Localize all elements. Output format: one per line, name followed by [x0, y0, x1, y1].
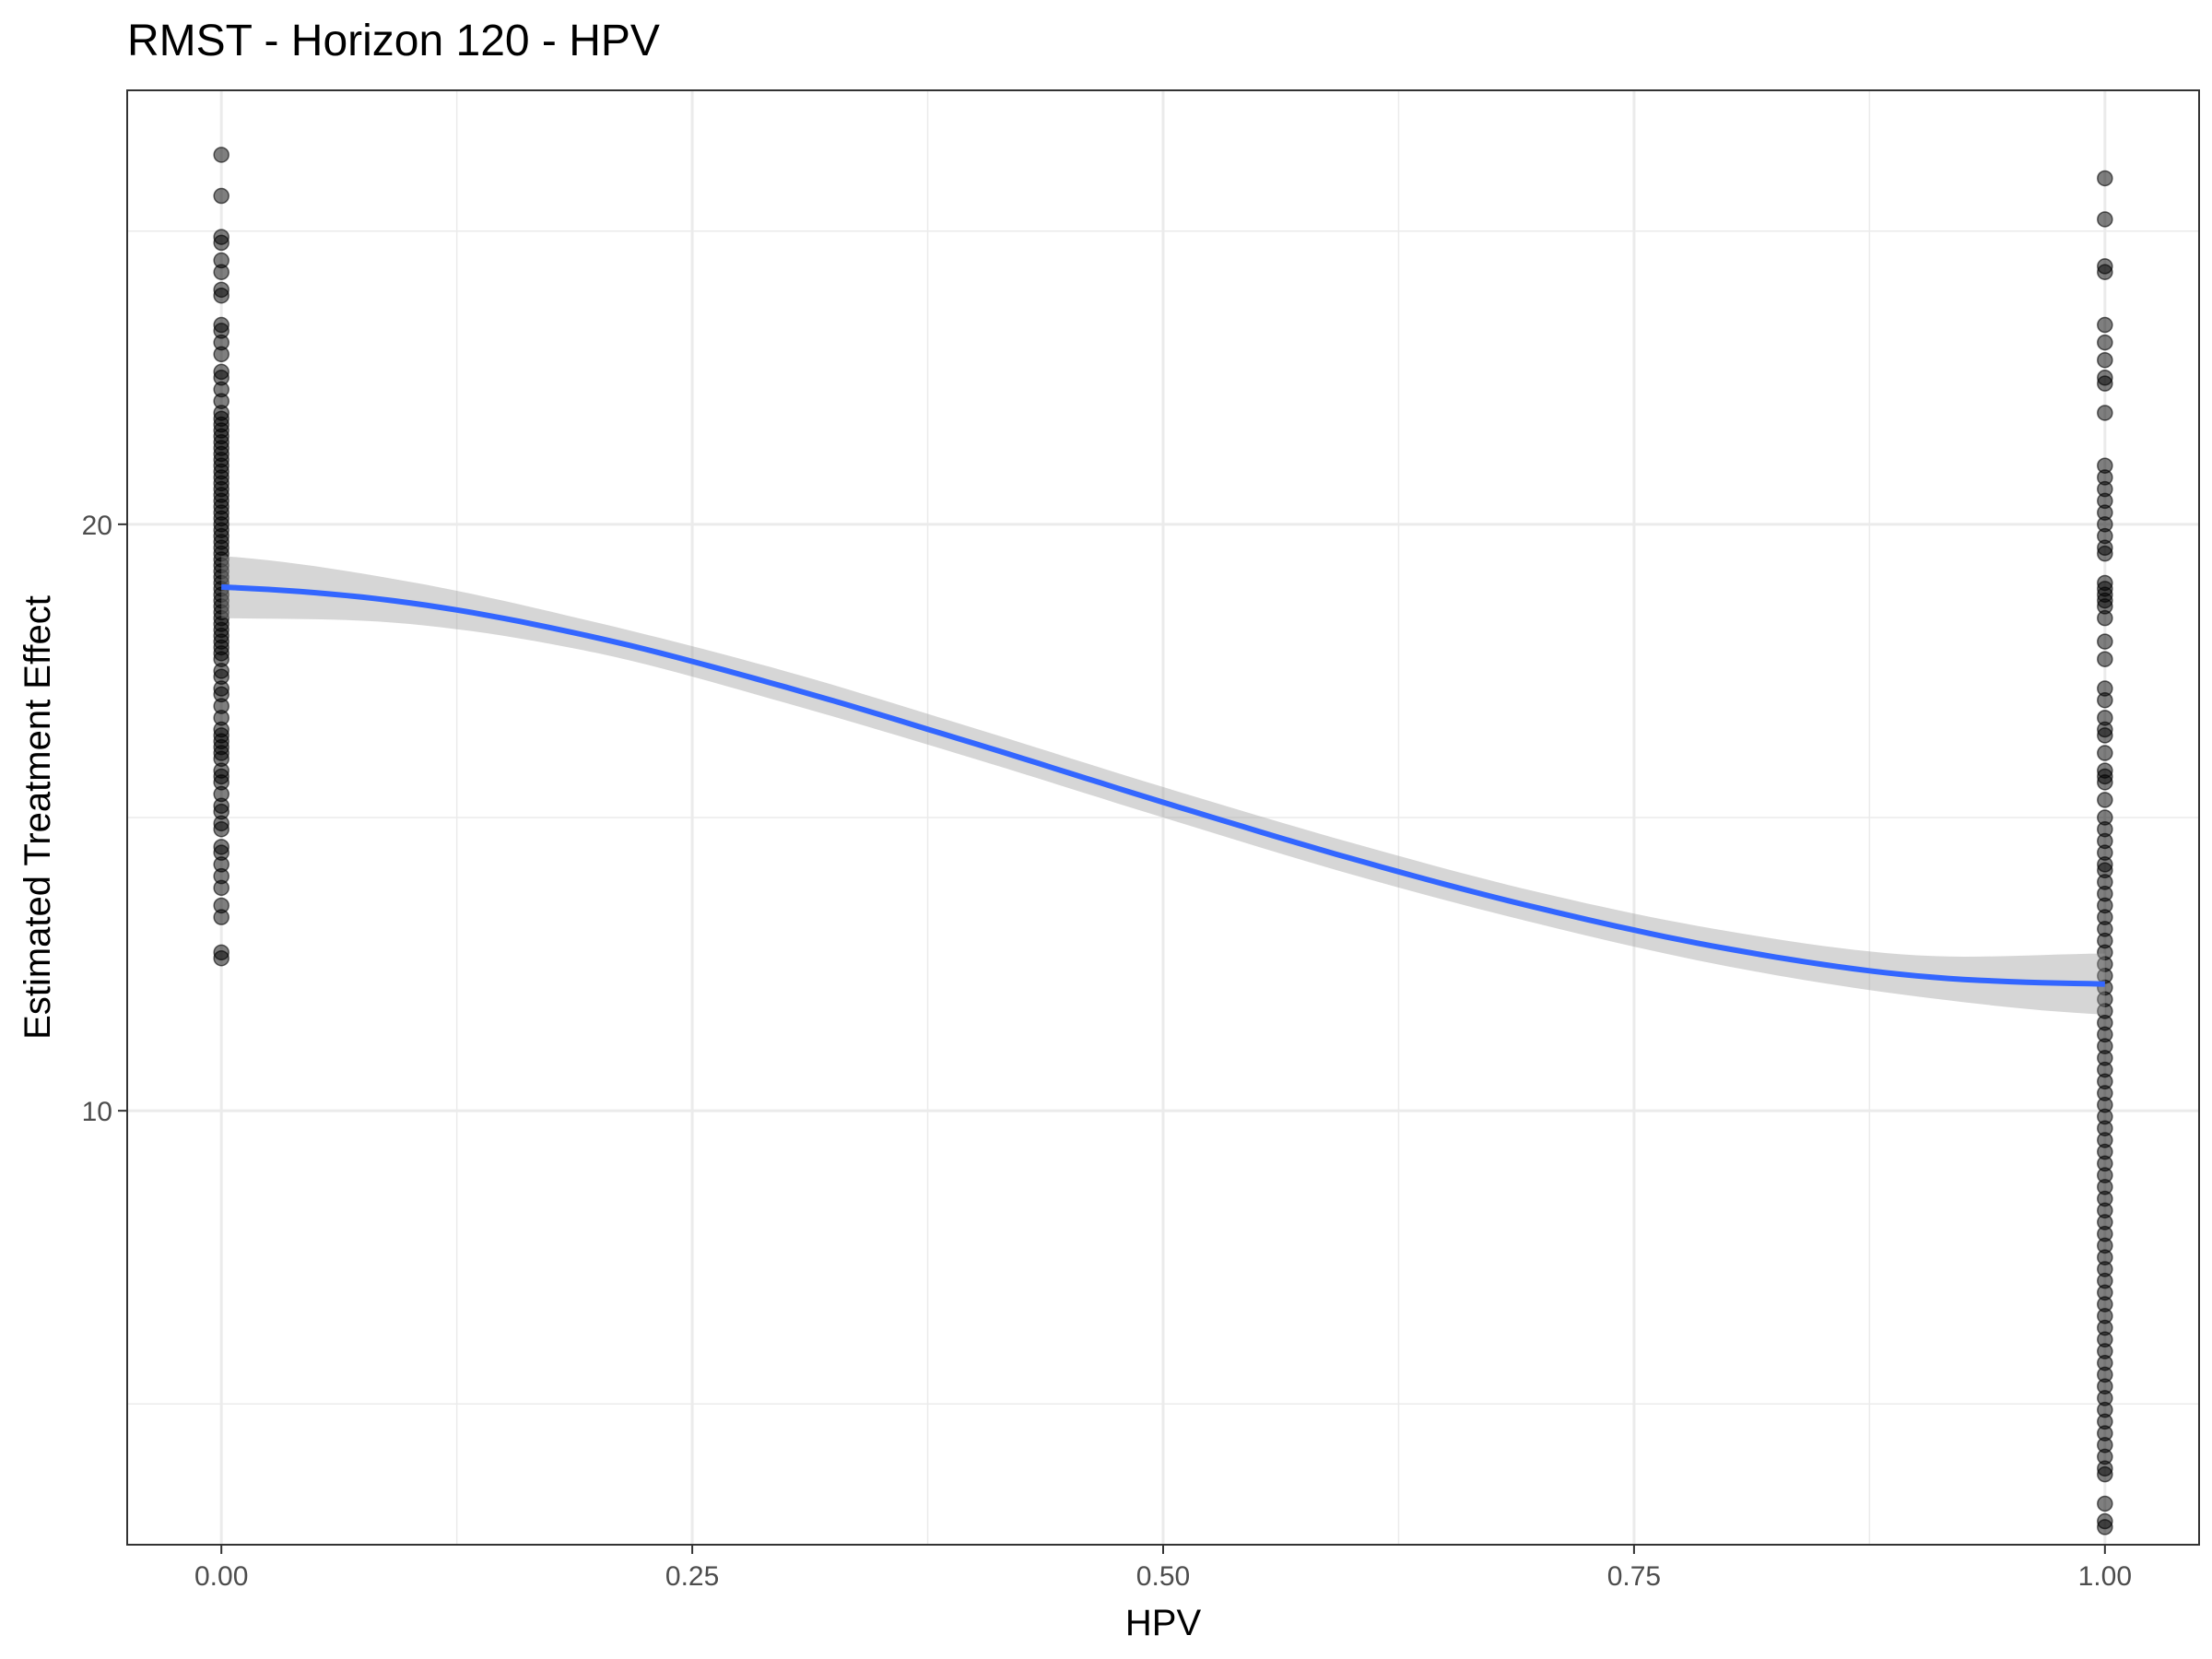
- data-point-0-5: [213, 264, 229, 280]
- x-tick-label-0: 0.00: [194, 1561, 248, 1592]
- data-point-0-0: [213, 147, 229, 163]
- data-point-0-87: [213, 949, 229, 967]
- data-point-0-78: [213, 820, 229, 838]
- x-tick-label-1: 0.25: [665, 1561, 719, 1592]
- data-point-1-8: [2097, 375, 2113, 392]
- x-tick-label-3: 0.75: [1607, 1561, 1661, 1592]
- data-point-0-3: [213, 234, 229, 252]
- data-point-1-26: [2097, 651, 2113, 667]
- data-point-0-85: [213, 909, 229, 925]
- data-point-1-6: [2097, 351, 2113, 369]
- y-tick-label-0: 10: [82, 1097, 112, 1127]
- data-point-1-32: [2097, 745, 2113, 761]
- data-point-1-95: [2097, 1495, 2113, 1512]
- data-point-0-7: [213, 287, 229, 304]
- data-point-1-4: [2097, 316, 2113, 334]
- data-point-1-25: [2097, 633, 2113, 650]
- y-axis-title: Estimated Treatment Effect: [18, 595, 58, 1040]
- data-point-1-9: [2097, 405, 2113, 421]
- data-point-1-5: [2097, 334, 2113, 351]
- y-tick-label-1: 20: [82, 511, 112, 541]
- data-point-1-24: [2097, 609, 2113, 627]
- x-axis: 0.00 0.25 0.50 0.75 1.00: [194, 1545, 2132, 1592]
- data-point-1-0: [2097, 170, 2113, 187]
- data-point-1-35: [2097, 774, 2113, 791]
- data-point-0-1: [213, 187, 229, 205]
- data-point-1-3: [2097, 264, 2113, 280]
- scatter-points: [213, 147, 2113, 1535]
- data-point-1-18: [2097, 545, 2113, 562]
- data-point-1-94: [2097, 1465, 2113, 1483]
- data-point-1-28: [2097, 691, 2113, 709]
- data-point-0-83: [213, 879, 229, 897]
- y-axis: 10 20: [82, 511, 127, 1127]
- chart-title: RMST - Horizon 120 - HPV: [127, 17, 660, 65]
- data-point-1-1: [2097, 211, 2113, 228]
- data-point-0-11: [213, 346, 229, 363]
- smooth-trend-line: [221, 583, 2105, 987]
- data-point-1-36: [2097, 792, 2113, 808]
- x-tick-label-2: 0.50: [1136, 1561, 1190, 1592]
- x-tick-label-4: 1.00: [2078, 1561, 2132, 1592]
- confidence-band: [221, 556, 2105, 1015]
- data-point-1-31: [2097, 727, 2113, 744]
- x-axis-title: HPV: [1125, 1603, 1202, 1643]
- data-point-1-97: [2097, 1519, 2113, 1535]
